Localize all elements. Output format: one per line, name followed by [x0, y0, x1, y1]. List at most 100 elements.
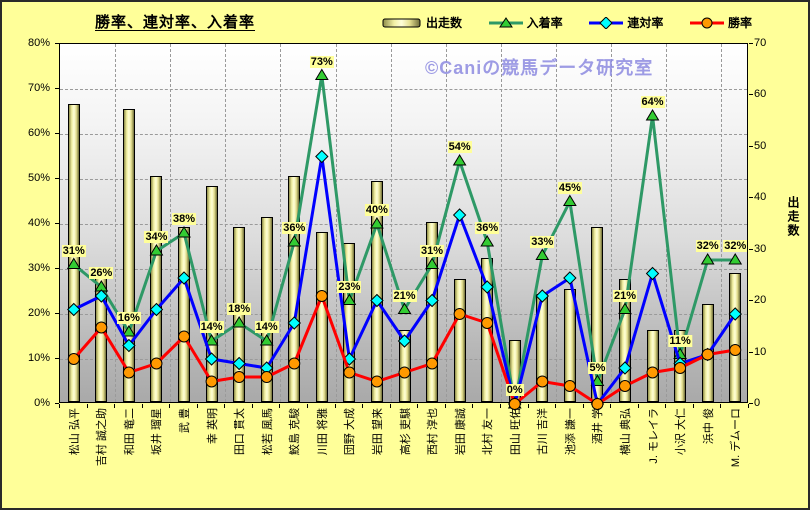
horizontal-gridline: [60, 134, 747, 135]
category-label-text: M. デムーロ: [730, 408, 743, 468]
vertical-gridline: [390, 44, 392, 402]
tick-mark: [86, 404, 88, 408]
category-label: 西村 淳也: [424, 407, 439, 455]
tick-mark: [55, 43, 59, 44]
tick-mark: [527, 404, 529, 408]
category-label-text: 西村 淳也: [427, 408, 440, 456]
vertical-gridline: [280, 44, 282, 402]
diamond-marker: [397, 334, 412, 348]
y-axis-tick-right: 10: [754, 345, 767, 358]
circle-marker: [701, 348, 714, 361]
category-label-text: 吉村 誠之助: [96, 408, 109, 467]
category-label-text: 松山 弘平: [68, 408, 81, 456]
data-label-place-rate: 26%: [89, 267, 114, 279]
triangle-marker: [370, 217, 384, 229]
legend-label-quinella: 連対率: [627, 16, 664, 30]
triangle-marker: [397, 302, 412, 314]
plot-area: 31% 26% 16% 34% 38% 14% 18% 14% 36% 73% 23% 40% 21% 3…: [59, 43, 748, 411]
category-label: 酒井 学: [589, 407, 604, 444]
tick-mark: [141, 404, 143, 408]
y-axis-tick-left: 70%: [27, 82, 50, 94]
data-label-place-rate: 45%: [557, 181, 582, 194]
bar-starts: [398, 330, 411, 402]
tick-mark: [610, 404, 612, 408]
diamond-marker: [232, 356, 246, 371]
triangle-marker: [287, 235, 302, 247]
legend-label-win: 勝率: [727, 16, 752, 30]
triangle-marker: [66, 257, 81, 269]
vertical-gridline: [170, 44, 172, 402]
diamond-marker: [480, 280, 494, 294]
tick-mark: [362, 404, 364, 408]
tick-mark: [444, 404, 446, 408]
category-label: 岩田 望来: [369, 407, 384, 455]
horizontal-gridline: [60, 269, 747, 270]
category-label: 団野 大成: [341, 407, 356, 455]
triangle-marker: [452, 154, 467, 166]
horizontal-gridline: [60, 314, 747, 315]
diamond-marker: [287, 316, 301, 330]
circle-marker: [370, 375, 383, 388]
legend-item-quinella: 連対率: [589, 14, 663, 31]
tick-mark: [307, 404, 309, 408]
watermark: ©Caniの競馬データ研究室: [425, 58, 654, 78]
tick-mark: [749, 403, 753, 404]
diamond-marker: [425, 293, 439, 308]
bar-starts: [563, 288, 576, 402]
circle-marker-icon: [689, 17, 724, 28]
y-axis-tick-left: 40%: [27, 217, 50, 229]
line-triangle: [72, 74, 736, 406]
vertical-gridline: [445, 44, 447, 402]
tick-mark: [749, 351, 753, 353]
category-label-text: 武 豊: [179, 408, 192, 434]
data-label-place-rate: 21%: [392, 289, 417, 302]
circle-marker: [343, 366, 356, 379]
circle-marker: [260, 371, 273, 383]
category-label: M. デムーロ: [727, 407, 742, 467]
diamond-marker: [563, 271, 577, 285]
y-axis-tick-right: 30: [754, 242, 767, 255]
tick-mark: [389, 404, 391, 408]
data-label-place-rate: 33%: [530, 235, 555, 248]
diamond-marker-icon: [589, 16, 624, 29]
horizontal-gridline: [60, 179, 747, 180]
triangle-marker: [480, 235, 495, 247]
diamond-marker: [67, 302, 81, 317]
y-axis-tick-left: 80%: [27, 37, 50, 49]
tick-mark: [749, 94, 753, 96]
circle-marker: [481, 317, 494, 329]
tick-mark: [59, 404, 60, 408]
y-axis-tick-left: 60%: [27, 127, 50, 139]
tick-mark: [55, 178, 59, 179]
triangle-marker: [618, 302, 632, 314]
category-label-text: 幸 英明: [206, 408, 219, 445]
triangle-marker: [425, 257, 439, 269]
legend-label-starts: 出走数: [426, 16, 463, 30]
legend-label-place: 入着率: [526, 16, 563, 30]
data-label-place-rate: 54%: [447, 141, 472, 153]
vertical-gridline: [335, 44, 337, 402]
category-label: 浜中 俊: [700, 407, 715, 444]
diamond-marker: [177, 271, 191, 285]
y-axis-tick-left: 20%: [27, 307, 50, 319]
category-label: 武 豊: [176, 407, 191, 433]
circle-marker: [67, 353, 80, 365]
y-axis-tick-right: 50: [754, 139, 767, 152]
tick-mark: [749, 197, 753, 199]
y-axis-tick-left: 10%: [27, 352, 50, 364]
right-axis-title: 出走数: [786, 196, 800, 238]
category-label: 横山 典弘: [617, 407, 632, 455]
bar-swatch-icon: [382, 18, 421, 27]
series-lines: [66, 68, 743, 411]
tick-mark: [55, 88, 59, 89]
category-label: 川田 将雅: [314, 407, 329, 455]
circle-marker: [453, 308, 466, 320]
category-label-text: 鮫島 克駿: [289, 408, 302, 456]
category-label: 田山 旺佑: [507, 407, 522, 455]
circle-marker: [591, 398, 604, 410]
data-label-place-rate: 73%: [309, 55, 334, 68]
category-label-text: 酒井 学: [592, 408, 605, 445]
legend-item-win: 勝率: [689, 14, 752, 31]
diamond-marker: [204, 352, 219, 366]
